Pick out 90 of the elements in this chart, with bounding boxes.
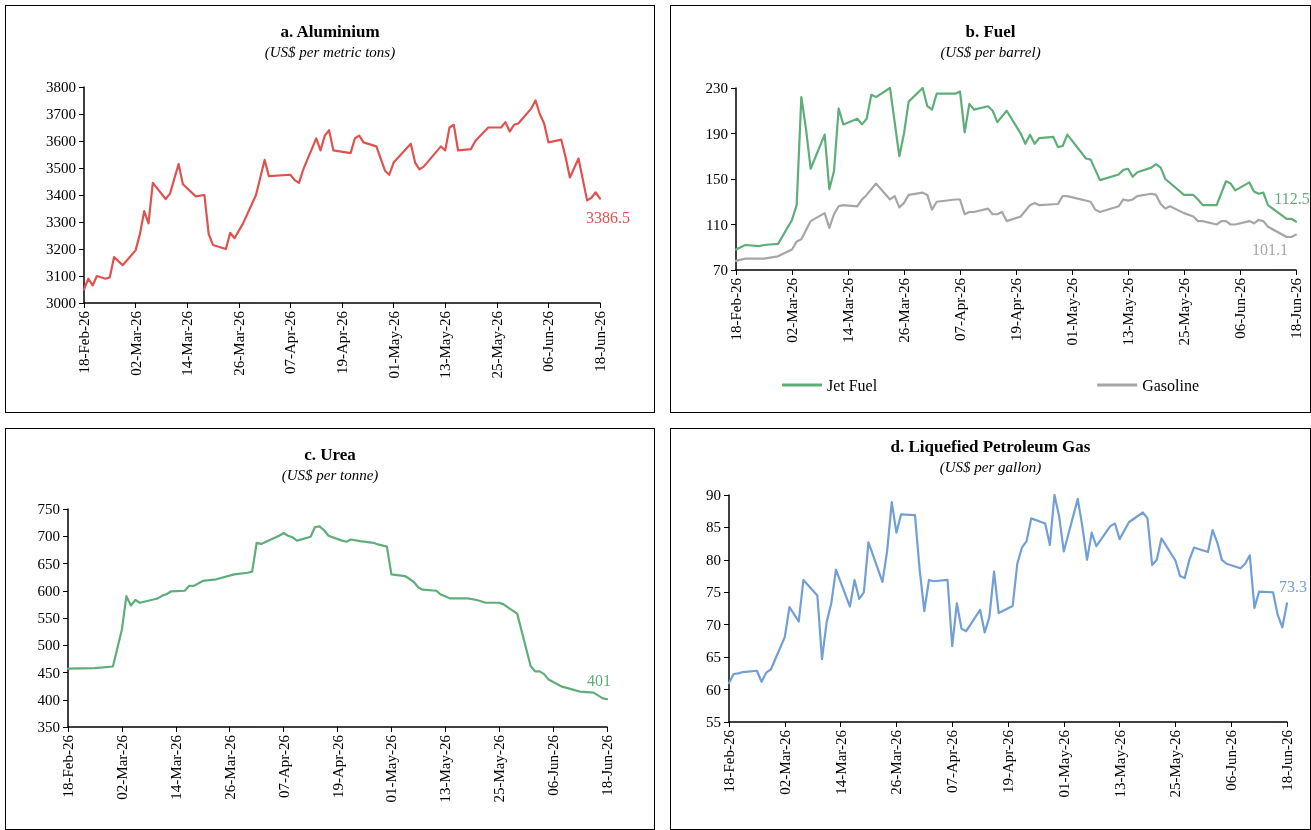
- x-tick-label: 02-Mar-26: [127, 310, 144, 376]
- y-tick-label: 600: [37, 582, 60, 599]
- legend-label: Gasoline: [1142, 376, 1200, 394]
- annotation: 3386.5: [586, 209, 630, 227]
- x-tick-label: 25-May-26: [1176, 277, 1192, 346]
- y-tick-label: 3700: [46, 106, 76, 122]
- y-tick-label: 230: [705, 80, 728, 96]
- legend-label: Jet Fuel: [826, 376, 878, 394]
- y-tick-label: 70: [713, 262, 728, 278]
- y-tick-label: 60: [706, 681, 721, 698]
- x-tick-label: 01-May-26: [383, 734, 400, 803]
- y-tick-label: 3100: [46, 268, 76, 284]
- y-tick-label: 150: [705, 171, 728, 187]
- x-tick-label: 14-Mar-26: [167, 734, 184, 800]
- x-tick-label: 07-Apr-26: [282, 310, 299, 375]
- x-tick-label: 18-Jun-26: [592, 310, 608, 372]
- y-tick-label: 500: [37, 637, 60, 654]
- y-tick-label: 90: [706, 487, 721, 503]
- x-tick-label: 06-Jun-26: [1232, 277, 1248, 339]
- x-tick-label: 06-Jun-26: [1223, 729, 1240, 791]
- x-tick-label: 06-Jun-26: [545, 734, 562, 796]
- chart-title: d. Liquefied Petroleum Gas: [890, 437, 1091, 456]
- y-tick-label: 75: [706, 584, 721, 601]
- y-tick-label: 400: [37, 691, 60, 708]
- x-tick-label: 19-Apr-26: [1008, 277, 1024, 342]
- chart-subtitle: (US$ per metric tons): [264, 43, 396, 61]
- x-tick-label: 07-Apr-26: [944, 729, 961, 794]
- y-tick-label: 3500: [46, 160, 76, 176]
- y-tick-label: 3200: [46, 241, 76, 257]
- x-tick-label: 07-Apr-26: [952, 277, 968, 342]
- y-tick-label: 190: [705, 125, 728, 142]
- x-tick-label: 18-Feb-26: [721, 729, 737, 793]
- x-tick-label: 01-May-26: [1064, 277, 1080, 346]
- y-tick-label: 85: [706, 519, 721, 536]
- annotation: 112.5: [1274, 190, 1310, 208]
- y-tick-label: 3400: [46, 187, 76, 203]
- y-tick-label: 3300: [46, 214, 76, 230]
- x-tick-label: 25-May-26: [491, 734, 508, 803]
- y-tick-label: 450: [37, 664, 60, 681]
- x-tick-label: 26-Mar-26: [888, 729, 905, 795]
- chart-title: a. Aluminium: [280, 22, 380, 41]
- annotation: 401: [587, 671, 611, 689]
- x-tick-label: 18-Feb-26: [76, 310, 92, 374]
- x-tick-label: 18-Jun-26: [1288, 277, 1304, 339]
- y-tick-label: 3800: [46, 79, 76, 95]
- x-tick-label: 14-Mar-26: [840, 277, 856, 343]
- y-tick-label: 3000: [46, 295, 76, 311]
- x-tick-label: 13-May-26: [1120, 277, 1136, 346]
- x-tick-label: 14-Mar-26: [832, 729, 849, 795]
- x-tick-label: 26-Mar-26: [230, 310, 247, 376]
- annotation: 101.1: [1252, 241, 1288, 259]
- y-tick-label: 3600: [46, 133, 76, 149]
- x-tick-label: 19-Apr-26: [329, 734, 346, 799]
- x-tick-label: 26-Mar-26: [221, 734, 238, 800]
- y-tick-label: 80: [706, 551, 721, 568]
- x-tick-label: 18-Jun-26: [599, 734, 615, 796]
- x-tick-label: 26-Mar-26: [896, 277, 912, 343]
- x-tick-label: 18-Feb-26: [60, 734, 76, 798]
- y-tick-label: 70: [706, 616, 721, 633]
- annotation: 73.3: [1279, 577, 1307, 595]
- x-tick-label: 25-May-26: [488, 310, 505, 379]
- y-tick-label: 350: [37, 719, 60, 735]
- x-tick-label: 14-Mar-26: [179, 310, 196, 376]
- chart-title: b. Fuel: [965, 22, 1016, 41]
- x-tick-label: 01-May-26: [385, 310, 402, 379]
- x-tick-label: 07-Apr-26: [275, 734, 292, 799]
- chart-subtitle: (US$ per tonne): [281, 466, 379, 484]
- x-tick-label: 19-Apr-26: [334, 310, 350, 375]
- y-tick-label: 65: [706, 649, 721, 666]
- x-tick-label: 18-Feb-26: [728, 277, 744, 341]
- y-tick-label: 110: [706, 216, 728, 233]
- x-tick-label: 02-Mar-26: [776, 729, 793, 795]
- x-tick-label: 01-May-26: [1055, 729, 1072, 798]
- x-tick-label: 02-Mar-26: [784, 277, 800, 343]
- x-tick-label: 02-Mar-26: [113, 734, 130, 800]
- y-tick-label: 55: [706, 714, 721, 730]
- x-tick-label: 13-May-26: [437, 310, 454, 379]
- x-tick-label: 18-Jun-26: [1279, 729, 1295, 791]
- x-tick-label: 13-May-26: [437, 734, 454, 803]
- y-tick-label: 650: [37, 555, 60, 572]
- chart-subtitle: (US$ per barrel): [940, 43, 1041, 61]
- y-tick-label: 550: [37, 610, 60, 626]
- x-tick-label: 25-May-26: [1167, 729, 1184, 798]
- x-tick-label: 06-Jun-26: [540, 310, 557, 372]
- y-tick-label: 750: [37, 501, 60, 517]
- y-tick-label: 700: [37, 528, 60, 545]
- chart-title: c. Urea: [304, 445, 357, 464]
- chart-subtitle: (US$ per gallon): [939, 458, 1042, 476]
- x-tick-label: 13-May-26: [1111, 729, 1128, 798]
- x-tick-label: 19-Apr-26: [1000, 729, 1016, 794]
